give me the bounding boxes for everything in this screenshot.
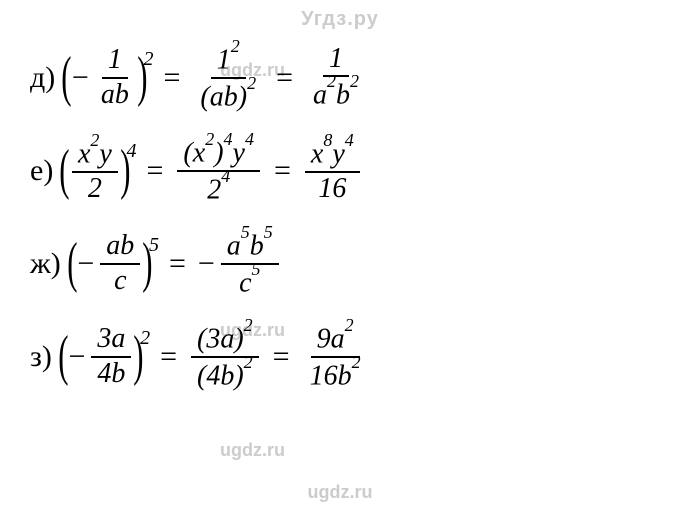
numerator: a5b5 [221, 228, 279, 265]
equation-row-zh: ж) ( − ab c ) 5 = − a5b5 c5 [30, 228, 650, 299]
denominator: ab [95, 79, 135, 111]
equals-sign: = [169, 247, 186, 281]
equation-row-e: е) ( x2y 2 ) 4 = (x2)4y4 24 = x8y4 16 [30, 135, 650, 206]
equals-sign: = [274, 154, 291, 188]
equals-sign: = [273, 340, 290, 374]
denominator: 16 [312, 173, 352, 205]
numerator: (x2)4y4 [177, 135, 260, 172]
denominator: 16b2 [304, 358, 367, 393]
numerator: 3a [91, 323, 131, 357]
numerator: x2y [72, 136, 118, 173]
numerator: x8y4 [305, 136, 360, 173]
row-label: д) [30, 61, 55, 95]
minus-sign: − [198, 247, 215, 281]
equals-sign: = [164, 61, 181, 95]
equals-sign: = [160, 340, 177, 374]
numerator: 12 [211, 42, 246, 79]
denominator: c5 [233, 265, 266, 300]
denominator: (ab)2 [194, 79, 262, 114]
denominator: 24 [201, 172, 236, 207]
row-label: ж) [30, 247, 61, 281]
watermark-mid-3: ugdz.ru [220, 440, 285, 461]
equation-row-z: з) ( − 3a 4b ) 2 = (3a)2 (4b)2 = 9a2 16b… [30, 321, 650, 392]
minus-sign: − [77, 247, 94, 281]
watermark-bottom: ugdz.ru [308, 482, 373, 503]
denominator: (4b)2 [191, 358, 259, 393]
watermark-top: Угдз.ру [301, 8, 379, 31]
equation-row-d: д) ( − 1 ab ) 2 = 12 (ab)2 = 1 a2b2 [30, 42, 650, 113]
minus-sign: − [69, 340, 86, 374]
row-label: е) [30, 154, 53, 188]
denominator: c [108, 265, 132, 297]
denominator: 2 [82, 173, 108, 205]
row-label: з) [30, 340, 52, 374]
equals-sign: = [147, 154, 164, 188]
denominator: a2b2 [307, 77, 365, 112]
equals-sign: = [276, 61, 293, 95]
numerator: ab [100, 230, 140, 264]
denominator: 4b [91, 358, 131, 390]
numerator: 1 [102, 44, 128, 78]
minus-sign: − [72, 61, 89, 95]
